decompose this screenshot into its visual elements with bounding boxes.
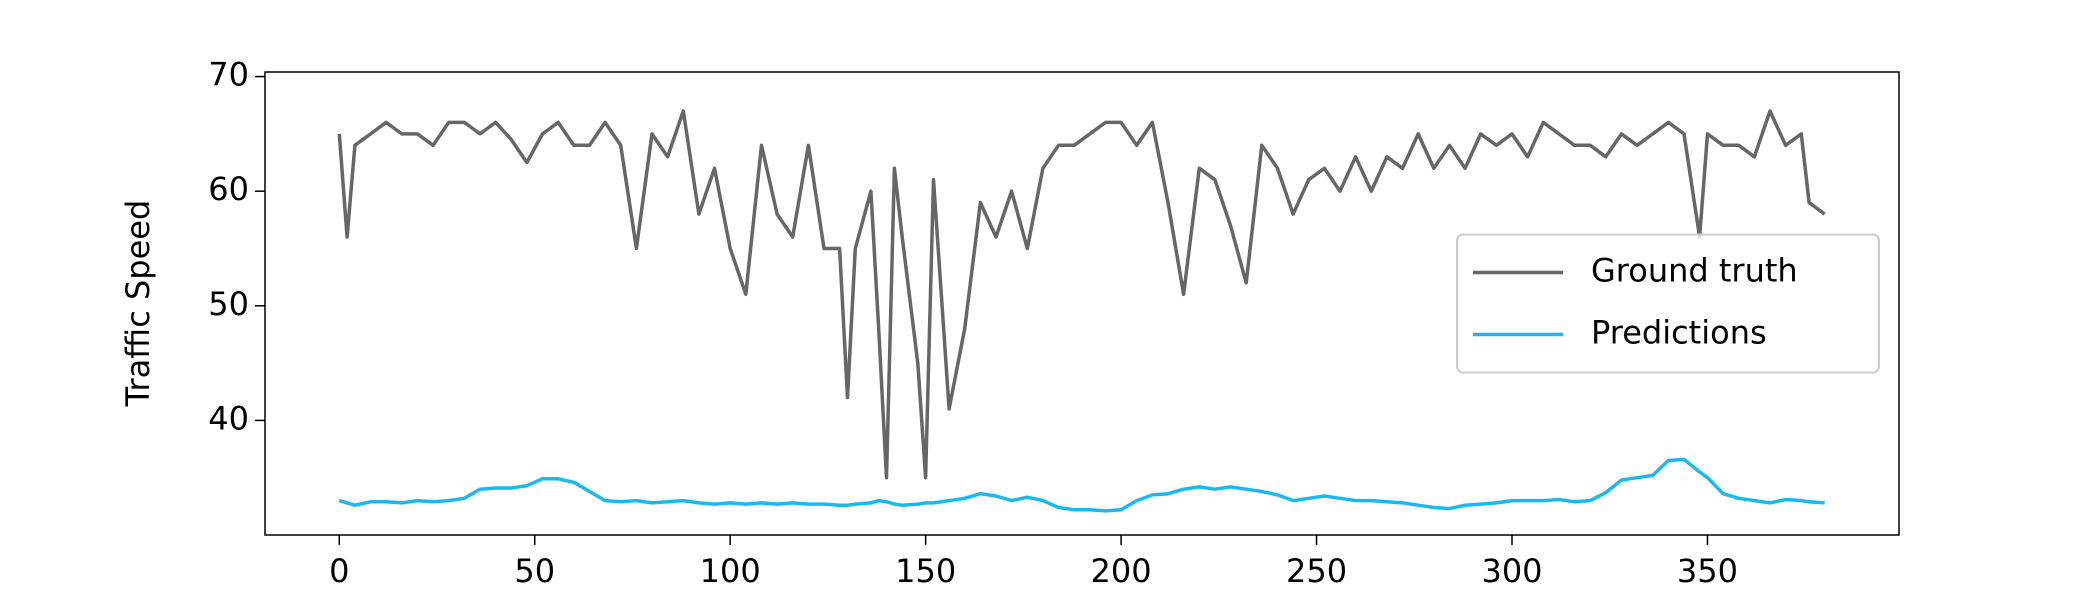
x-tick-label: 350 [1677, 552, 1738, 590]
x-tick-label: 150 [895, 552, 956, 590]
x-tick-label: 50 [514, 552, 555, 590]
plot-frame [264, 71, 1900, 536]
legend-label: Ground truth [1591, 252, 1798, 290]
legend-label: Predictions [1591, 314, 1767, 352]
y-axis-label: Traffic Speed [119, 200, 157, 408]
y-tick-label: 40 [208, 399, 249, 437]
x-tick-label: 300 [1481, 552, 1542, 590]
x-tick-label: 100 [700, 552, 761, 590]
y-tick-label: 70 [208, 56, 249, 94]
x-tick-label: 0 [329, 552, 349, 590]
legend-box [1456, 233, 1880, 374]
x-tick-label: 200 [1091, 552, 1152, 590]
y-tick-label: 60 [208, 170, 249, 208]
data-line [338, 457, 1825, 513]
y-tick-label: 50 [208, 285, 249, 323]
data-line [337, 109, 1826, 480]
x-tick-label: 250 [1286, 552, 1347, 590]
